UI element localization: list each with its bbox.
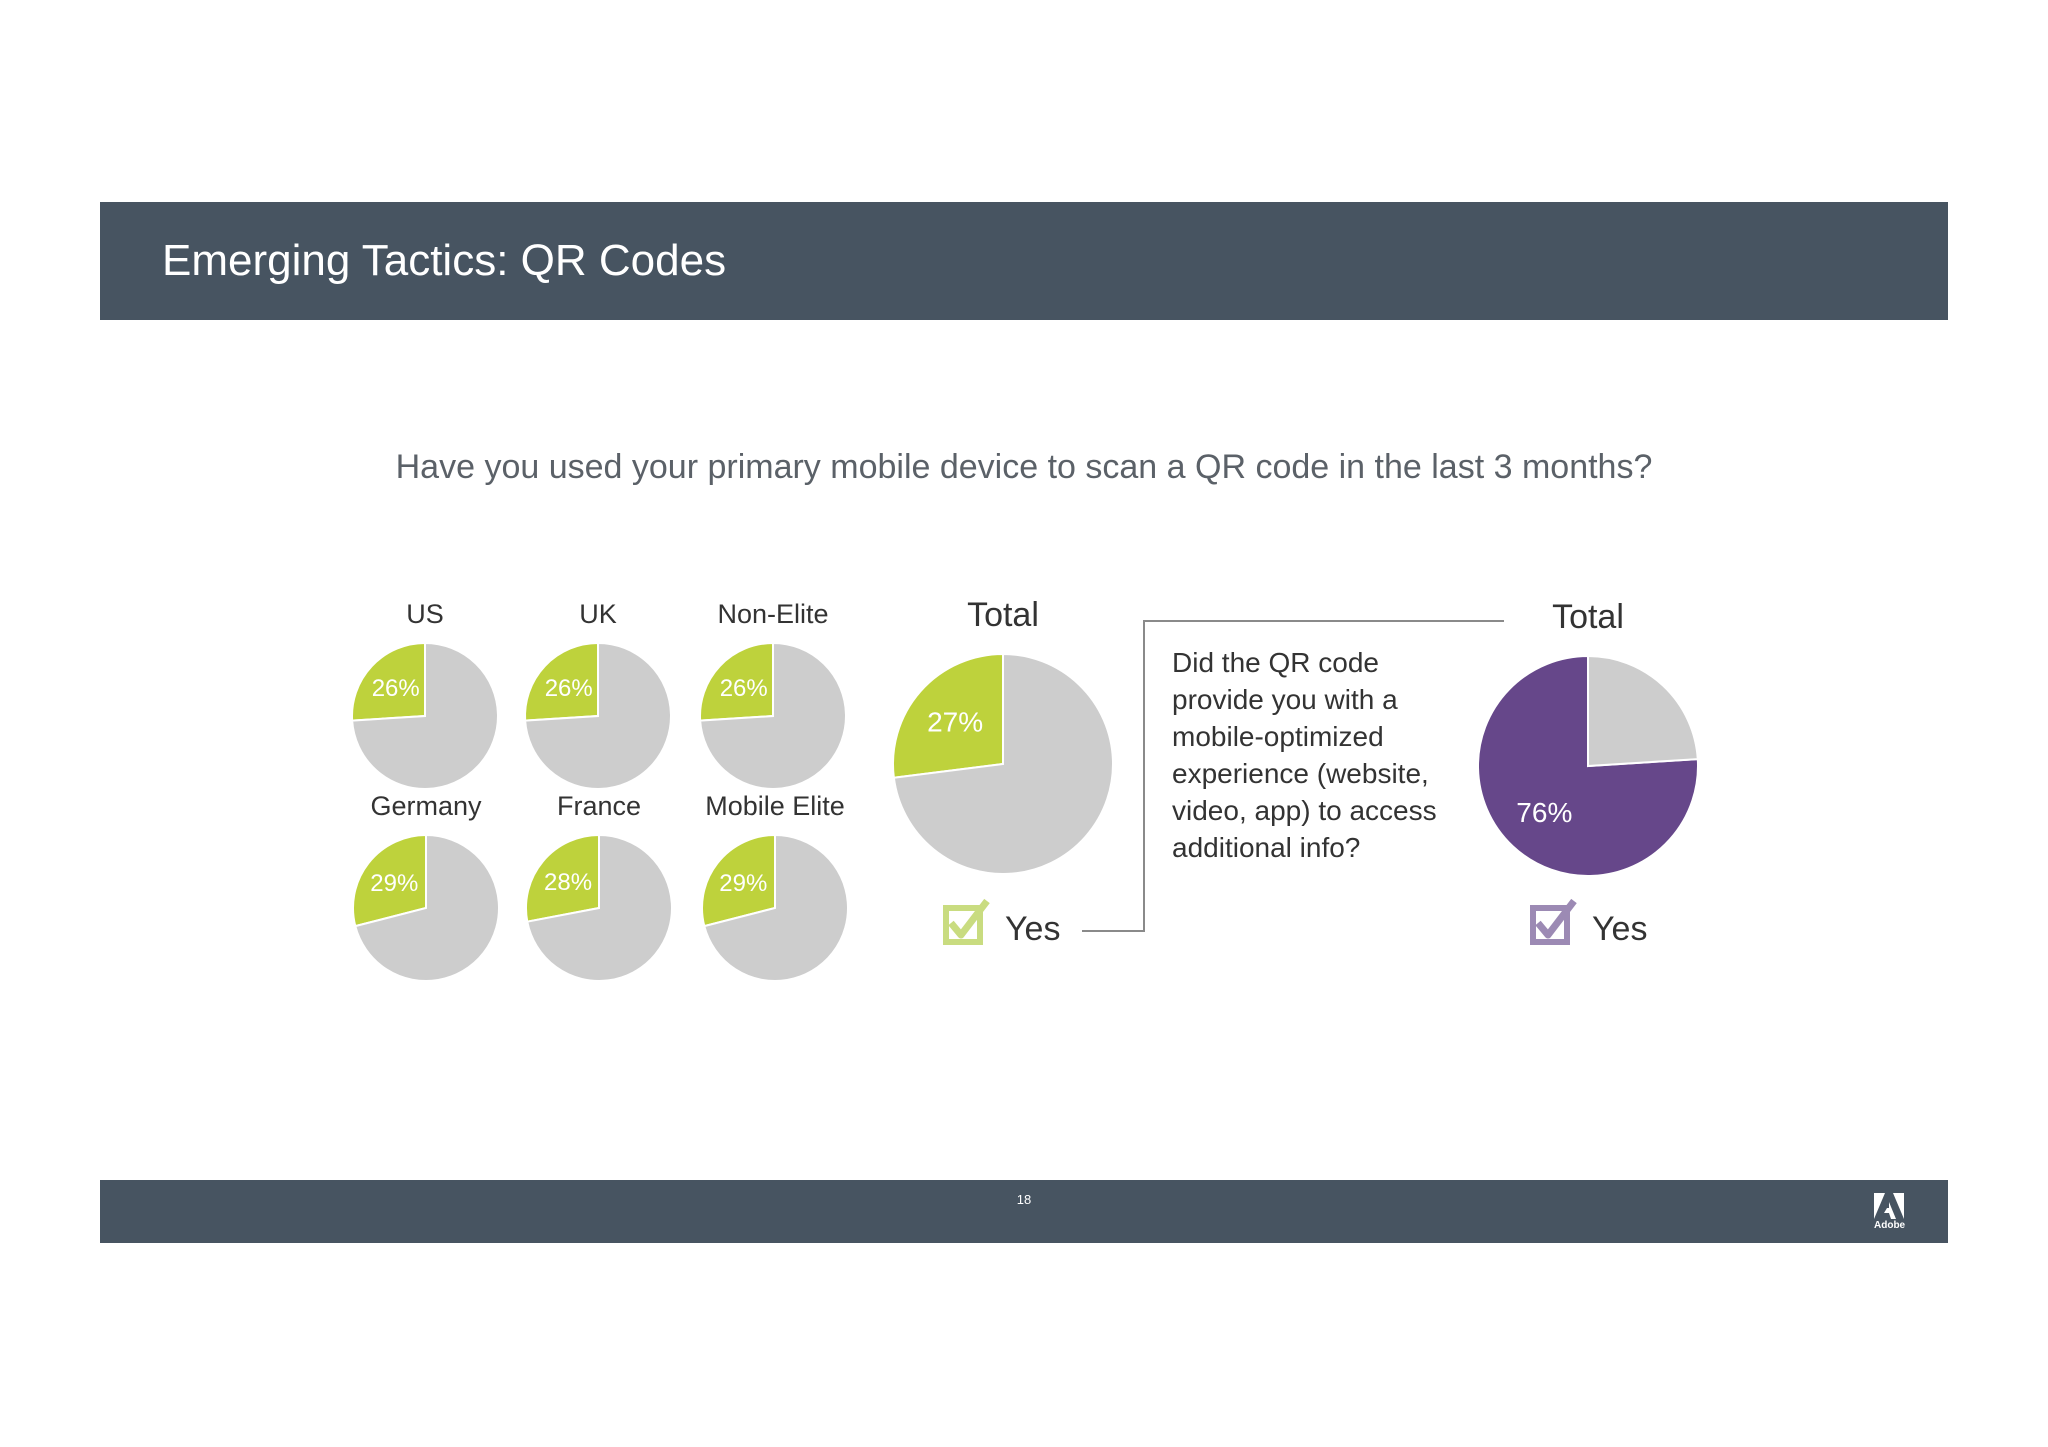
pie-data-label: 26% (720, 675, 768, 702)
pie-title: Non-Elite (717, 599, 828, 629)
slide-title: Emerging Tactics: QR Codes (162, 236, 727, 285)
pie-chart-4: 29% Germany (352, 791, 500, 982)
adobe-logo-text: Adobe (1874, 1220, 1906, 1231)
survey-question: Have you used your primary mobile device… (395, 448, 1653, 486)
pie-slice-rest (892, 652, 1114, 875)
pie-data-label: 26% (372, 675, 420, 702)
pie-slice-rest (699, 641, 847, 790)
pie-slice-rest (524, 641, 672, 790)
callout-question: Did the QR code provide you with a mobil… (1172, 647, 1437, 863)
pie-data-label: 76% (1516, 797, 1572, 828)
adobe-logo-icon (1874, 1193, 1904, 1219)
pie-chart-8: 76% Total Yes (1476, 598, 1699, 948)
pie-chart-2: 26% UK (524, 599, 672, 790)
pie-title: France (557, 791, 641, 821)
pie-title: Mobile Elite (705, 791, 845, 821)
pie-slice-rest (526, 833, 673, 982)
pie-slice-yes (699, 641, 774, 722)
legend-label: Yes (1005, 910, 1060, 948)
pie-chart-5: 28% France (525, 791, 673, 982)
pie-slice-yes (351, 641, 426, 722)
pie-title: Total (967, 596, 1039, 634)
pie-chart-1: 26% US (351, 599, 499, 790)
callout-connector (1082, 620, 1504, 932)
pie-title: Germany (370, 791, 482, 821)
pie-slice-yes (525, 833, 600, 923)
pie-chart-3: 26% Non-Elite (699, 599, 847, 790)
pie-slice-yes (892, 652, 1004, 779)
footer-bar: 18 Adobe (100, 1180, 1948, 1243)
pie-data-label: 29% (370, 870, 418, 897)
pie-title: UK (579, 599, 617, 629)
pie-slice-yes (524, 641, 599, 722)
pie-chart-7: 27% Total Yes (892, 596, 1114, 948)
checkbox-icon (1530, 898, 1577, 945)
page-number: 18 (1016, 1192, 1032, 1207)
pie-chart-6: 29% Mobile Elite (701, 791, 849, 982)
pie-slice-rest (703, 833, 849, 982)
pie-slice-yes (352, 833, 427, 928)
pie-data-label: 26% (545, 675, 593, 702)
checkbox-icon (943, 898, 990, 945)
pie-title: Total (1552, 598, 1624, 636)
pie-data-label: 29% (719, 870, 767, 897)
pie-data-label: 27% (927, 706, 983, 737)
pie-data-label: 28% (544, 869, 592, 896)
adobe-logo: Adobe (1874, 1193, 1906, 1231)
pie-title: US (406, 599, 444, 629)
pie-slice-rest (351, 641, 499, 790)
pie-slice-yes (701, 833, 776, 928)
pie-slice-rest (354, 833, 500, 982)
header-bar: Emerging Tactics: QR Codes (100, 202, 1948, 320)
legend-label: Yes (1592, 910, 1647, 948)
pie-slice-rest (1587, 654, 1699, 768)
